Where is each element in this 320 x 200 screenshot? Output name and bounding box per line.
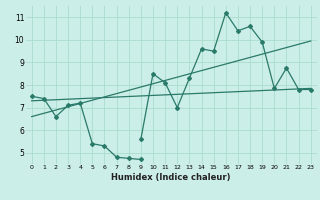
X-axis label: Humidex (Indice chaleur): Humidex (Indice chaleur)	[111, 173, 231, 182]
